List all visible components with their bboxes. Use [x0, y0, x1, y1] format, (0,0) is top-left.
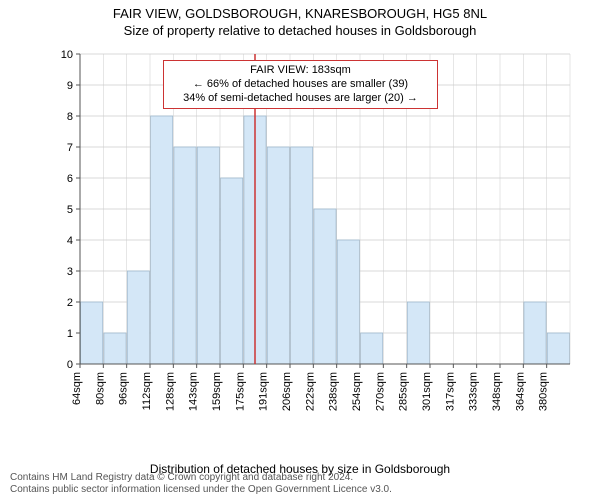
title-sub: Size of property relative to detached ho… [0, 21, 600, 38]
title-main: FAIR VIEW, GOLDSBOROUGH, KNARESBOROUGH, … [0, 0, 600, 21]
svg-text:64sqm: 64sqm [71, 372, 83, 405]
svg-text:333sqm: 333sqm [468, 372, 480, 411]
svg-text:254sqm: 254sqm [351, 372, 363, 411]
svg-text:8: 8 [67, 111, 73, 123]
annotation-line1: FAIR VIEW: 183sqm [172, 64, 428, 78]
svg-text:175sqm: 175sqm [234, 372, 246, 411]
svg-text:380sqm: 380sqm [538, 372, 550, 411]
svg-text:10: 10 [61, 49, 73, 61]
chart-area: 0 1 2 3 4 5 6 7 8 9 10 64sqm 80sqm 96sqm 112sqm 128sqm 1… [56, 50, 576, 420]
svg-text:206sqm: 206sqm [281, 372, 293, 411]
svg-text:128sqm: 128sqm [164, 372, 176, 411]
svg-text:9: 9 [67, 80, 73, 92]
svg-text:80sqm: 80sqm [94, 372, 106, 405]
svg-text:5: 5 [67, 204, 73, 216]
annotation-box: FAIR VIEW: 183sqm ← 66% of detached hous… [163, 60, 437, 109]
footer-line2: Contains public sector information licen… [10, 484, 392, 496]
svg-text:191sqm: 191sqm [258, 372, 270, 411]
svg-text:364sqm: 364sqm [514, 372, 526, 411]
svg-text:301sqm: 301sqm [421, 372, 433, 411]
svg-text:96sqm: 96sqm [118, 372, 130, 405]
annotation-line2: ← 66% of detached houses are smaller (39… [172, 78, 428, 92]
svg-text:143sqm: 143sqm [188, 372, 200, 411]
footer-attribution: Contains HM Land Registry data © Crown c… [10, 472, 392, 496]
svg-text:112sqm: 112sqm [141, 372, 153, 410]
svg-text:6: 6 [67, 173, 73, 185]
svg-text:348sqm: 348sqm [491, 372, 503, 411]
svg-text:222sqm: 222sqm [304, 372, 316, 411]
svg-text:159sqm: 159sqm [211, 372, 223, 411]
svg-text:3: 3 [67, 266, 73, 278]
svg-text:2: 2 [67, 297, 73, 309]
svg-text:7: 7 [67, 142, 73, 154]
svg-text:317sqm: 317sqm [444, 372, 456, 411]
svg-text:1: 1 [67, 328, 73, 340]
svg-text:285sqm: 285sqm [398, 372, 410, 411]
svg-text:270sqm: 270sqm [374, 372, 386, 411]
svg-text:4: 4 [67, 235, 73, 247]
svg-text:238sqm: 238sqm [328, 372, 340, 411]
annotation-line3: 34% of semi-detached houses are larger (… [172, 92, 428, 106]
svg-text:0: 0 [67, 359, 73, 371]
footer-line1: Contains HM Land Registry data © Crown c… [10, 472, 392, 484]
